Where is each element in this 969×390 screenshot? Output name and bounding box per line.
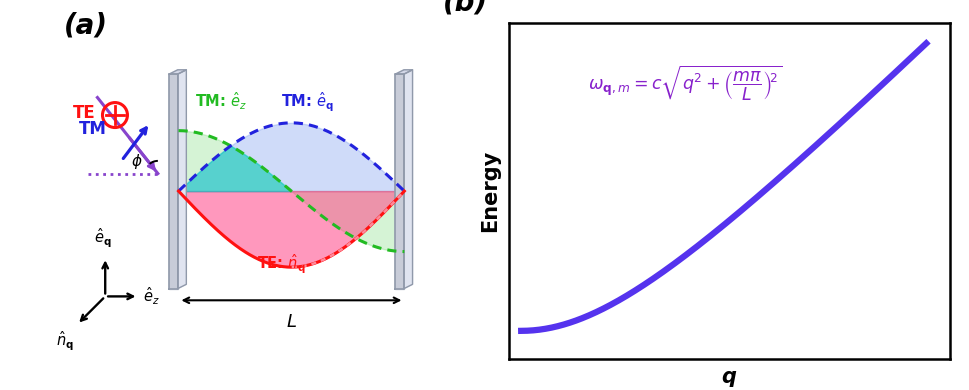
Polygon shape <box>395 70 413 74</box>
Text: $L$: $L$ <box>286 313 297 331</box>
Polygon shape <box>177 70 186 289</box>
Text: TM: $\hat{e}_z$: TM: $\hat{e}_z$ <box>195 90 247 112</box>
Polygon shape <box>404 70 413 289</box>
Text: $\phi$: $\phi$ <box>131 152 142 170</box>
Text: TE: $\hat{n}_\mathbf{q}$: TE: $\hat{n}_\mathbf{q}$ <box>258 252 306 276</box>
Polygon shape <box>170 70 186 74</box>
Text: $\hat{e}_z$: $\hat{e}_z$ <box>143 285 160 307</box>
Text: TE: TE <box>73 104 96 122</box>
Y-axis label: Energy: Energy <box>481 150 500 232</box>
Polygon shape <box>395 74 404 289</box>
Text: $\hat{n}_\mathbf{q}$: $\hat{n}_\mathbf{q}$ <box>56 329 74 353</box>
Text: (a): (a) <box>64 12 109 40</box>
Text: $\hat{e}_\mathbf{q}$: $\hat{e}_\mathbf{q}$ <box>94 227 112 250</box>
Text: TM: TM <box>79 120 108 138</box>
Text: TM: $\hat{e}_\mathbf{q}$: TM: $\hat{e}_\mathbf{q}$ <box>281 90 334 114</box>
X-axis label: q: q <box>722 367 736 387</box>
Text: (b): (b) <box>443 0 487 17</box>
Text: $\omega_{\mathbf{q},m} = c\sqrt{q^2 + \left(\dfrac{m\pi}{L}\right)^{\!2}}$: $\omega_{\mathbf{q},m} = c\sqrt{q^2 + \l… <box>588 64 782 103</box>
Polygon shape <box>170 74 177 289</box>
